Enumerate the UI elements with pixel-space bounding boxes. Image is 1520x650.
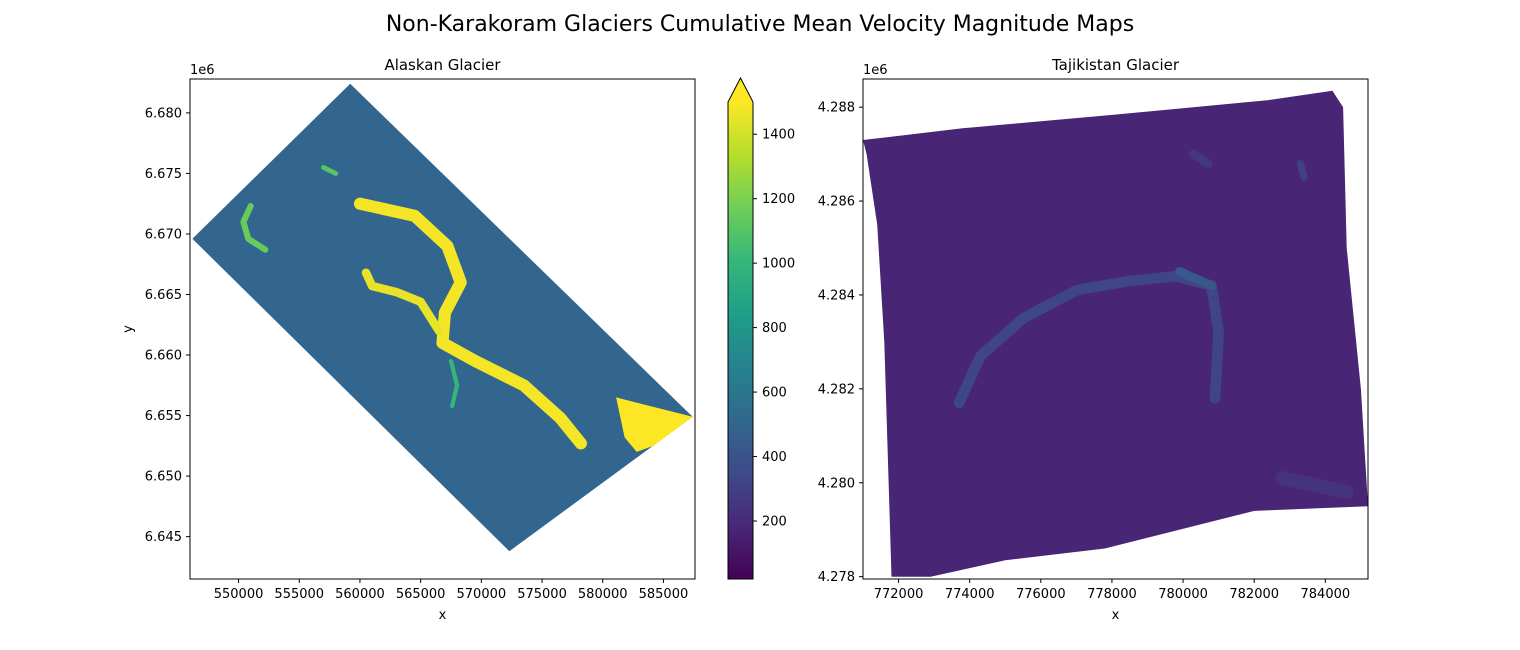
- feature-west-tributary: [240, 203, 269, 253]
- axes-frame: [862, 78, 1369, 580]
- x-tick-label: 550000: [214, 587, 264, 602]
- chart-tajikistan-glacier: 772000 774000 776000 778000 780000 782000 7840…: [818, 56, 1369, 623]
- x-tick-label: 772000: [874, 587, 924, 602]
- colorbar-tick-label: 1400: [762, 128, 795, 143]
- x-tick-label: 580000: [578, 587, 628, 602]
- y-tick-label: 6.645: [145, 530, 182, 545]
- y-tick-label: 6.665: [145, 288, 182, 303]
- x-axis-label: x: [1112, 608, 1120, 623]
- y-tick-label: 4.278: [818, 570, 855, 585]
- y-tick-label: 6.680: [145, 106, 182, 121]
- x-tick-label: 565000: [396, 587, 446, 602]
- raster-footprint: [863, 90, 1368, 577]
- x-axis-label: x: [439, 608, 447, 623]
- x-tick-label: 555000: [274, 587, 324, 602]
- colorbar-tick-label: 400: [762, 450, 787, 465]
- x-tick-label: 780000: [1158, 587, 1208, 602]
- colorbar-tick-label: 800: [762, 321, 787, 336]
- plot-area: [192, 83, 693, 552]
- y-tick-label: 4.280: [818, 476, 855, 491]
- feature-west-branch: [361, 268, 444, 336]
- x-tick-label: 774000: [945, 587, 995, 602]
- x-tick-label: 782000: [1229, 587, 1279, 602]
- y-axis-label: y: [121, 325, 136, 333]
- x-tick-label: 778000: [1087, 587, 1137, 602]
- feature-glacier-ribbon: [953, 270, 1224, 409]
- axes-title: Tajikistan Glacier: [1051, 56, 1180, 74]
- plot-area: [863, 90, 1368, 577]
- y-tick-label: 6.660: [145, 349, 182, 364]
- axes-frame: [189, 78, 696, 580]
- y-tick-label: 4.284: [818, 288, 855, 303]
- feature-bright-patch: [321, 164, 339, 176]
- feature-small-tributary: [448, 358, 460, 409]
- colorbar-tick-label: 600: [762, 386, 787, 401]
- x-tick-label: 570000: [457, 587, 507, 602]
- axes-title: Alaskan Glacier: [384, 56, 501, 74]
- y-tick-label: 4.288: [818, 101, 855, 116]
- raster-features: [240, 164, 587, 450]
- x-tick-label: 784000: [1301, 587, 1351, 602]
- y-tick-label: 6.650: [145, 470, 182, 485]
- y-tick-label: 4.282: [818, 382, 855, 397]
- y-tick-label: 6.655: [145, 409, 182, 424]
- x-tick-label: 585000: [639, 587, 689, 602]
- colorbar-tick-label: 200: [762, 514, 787, 529]
- chart-alaskan-glacier: 550000 555000 560000 565000 570000 575000 5800…: [121, 56, 696, 623]
- raster-features: [953, 149, 1354, 500]
- colorbar-tick-label: 1000: [762, 257, 795, 272]
- x-tick-label: 560000: [335, 587, 385, 602]
- x-tick-label: 776000: [1016, 587, 1066, 602]
- feature-lower-band: [1275, 470, 1354, 500]
- y-offset-label: 1e6: [863, 63, 888, 78]
- feature-top-patch-2: [1296, 159, 1308, 182]
- feature-upper-bright-spot: [1175, 267, 1216, 291]
- figure-suptitle: Non-Karakoram Glaciers Cumulative Mean V…: [386, 12, 1134, 37]
- colorbar-tick-label: 1200: [762, 192, 795, 207]
- y-offset-label: 1e6: [190, 63, 215, 78]
- x-tick-label: 575000: [517, 587, 567, 602]
- feature-top-patch-1: [1189, 149, 1213, 168]
- colorbar: 200 400 600 800 1000 1200 1400: [727, 76, 795, 580]
- colorbar-extend-arrow: [728, 78, 753, 102]
- colorbar-outline: [727, 76, 754, 580]
- feature-main-trunk: [353, 197, 587, 450]
- colorbar-gradient: [728, 102, 753, 579]
- y-tick-label: 6.670: [145, 227, 182, 242]
- y-tick-label: 4.286: [818, 195, 855, 210]
- feature-terminus-lobe: [616, 397, 693, 452]
- y-tick-label: 6.675: [145, 167, 182, 182]
